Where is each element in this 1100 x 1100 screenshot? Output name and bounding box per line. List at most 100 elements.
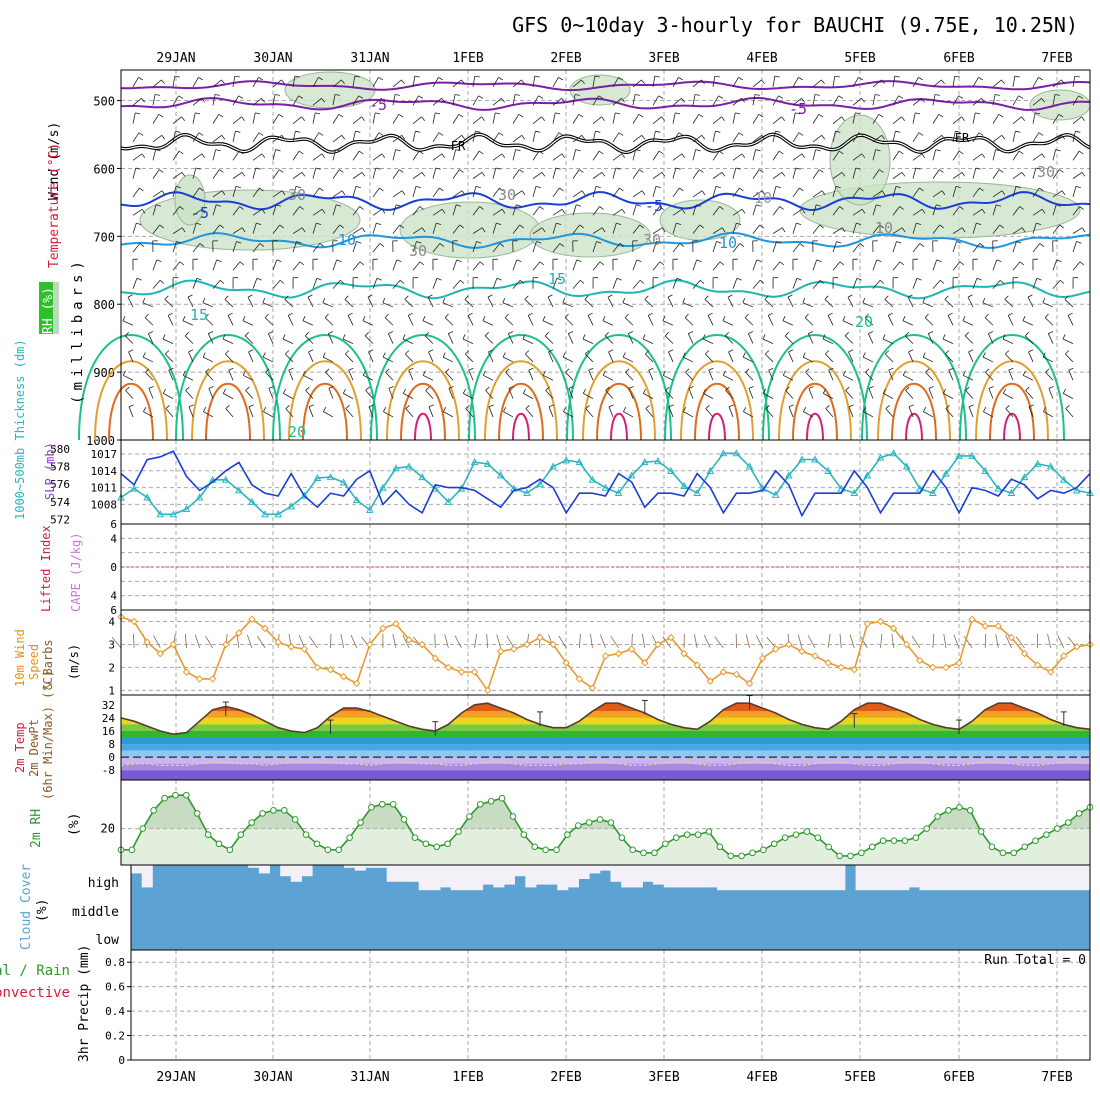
rh-line-marker — [172, 791, 179, 799]
wind-barb — [1052, 224, 1061, 234]
wind-barb-flag — [196, 222, 202, 225]
wind-barb — [712, 150, 720, 161]
wind-barb-10m — [184, 633, 187, 648]
wind-barb — [867, 333, 874, 344]
wind-barb — [452, 280, 461, 289]
wind-barb-flag — [318, 132, 324, 136]
wind-barb-flag — [315, 112, 321, 115]
wind-barb — [132, 222, 137, 234]
wind-barb-flag — [834, 75, 840, 78]
wind-barb — [292, 76, 296, 88]
rh-line-marker — [520, 831, 528, 838]
wind-barb — [132, 132, 140, 143]
rh-line-marker — [1043, 831, 1050, 838]
rh-line-marker — [694, 831, 702, 838]
wind-barb — [1044, 317, 1054, 326]
wind-barb-flag — [996, 259, 1002, 262]
ylabel-cloud-1: Cloud Cover — [19, 864, 34, 950]
wind-barb — [763, 393, 774, 399]
wind-barb-flag — [159, 224, 164, 229]
wind-barb-flag — [679, 243, 685, 247]
wind-barb-flag — [1014, 75, 1020, 78]
wind-barb — [192, 222, 197, 234]
wind-barb-flag — [1062, 334, 1066, 340]
thickness-tick-label: 576 — [50, 478, 70, 491]
wind-barb — [848, 351, 854, 363]
wind-barb — [852, 167, 857, 179]
contour-lobe — [191, 360, 265, 441]
cloud-high-gap — [685, 865, 697, 888]
wind-barb-flag — [688, 331, 694, 334]
thickness-line-marker — [339, 478, 348, 486]
wind-barb — [824, 299, 834, 308]
precip-tick-label: 0.8 — [105, 956, 125, 969]
wind-barb-flag — [435, 112, 441, 115]
wind-barb-flag — [762, 388, 766, 394]
wind-barb — [172, 116, 182, 124]
wind-barb-flag — [358, 150, 364, 155]
wind-barb-flag — [242, 370, 246, 376]
wind-barb-flag — [776, 241, 782, 244]
wind-barb-flag — [928, 386, 934, 389]
wind-barb-flag — [1043, 407, 1047, 412]
wind-barb-flag — [743, 407, 747, 412]
wind-barb — [585, 408, 594, 418]
wind-barb — [204, 317, 214, 326]
rh-line-marker — [444, 840, 451, 848]
contour-label: 10 — [719, 234, 737, 252]
thickness-line-marker — [915, 484, 924, 492]
wind-barb — [1072, 171, 1083, 179]
wind-barb-flag — [136, 277, 142, 281]
wind-barb — [452, 134, 462, 143]
wind-barb — [1065, 353, 1074, 363]
wind-barb-flag — [704, 295, 709, 300]
wind-barb-flag — [479, 206, 484, 210]
wind-barb — [264, 317, 274, 326]
wind-barb — [748, 388, 754, 399]
wind-barb — [592, 150, 600, 161]
wind-barb — [492, 222, 497, 234]
wind-barb — [332, 190, 343, 198]
wind-barb-flag — [142, 297, 146, 303]
wind-barb-flag — [581, 135, 586, 140]
wind-barb-flag — [601, 116, 606, 121]
wind-barb-10m — [340, 634, 345, 648]
wind-barb — [502, 302, 514, 308]
wind-barb-flag — [515, 149, 521, 152]
wind-barb — [832, 206, 840, 216]
wind-speed-line-marker — [863, 620, 872, 628]
wind-barb — [688, 388, 694, 399]
wind-barb — [392, 94, 396, 106]
rh-line-marker — [770, 840, 778, 848]
wind-barb-flag — [124, 332, 129, 337]
wind-barb — [292, 206, 300, 216]
wind-barb-flag — [1005, 405, 1010, 409]
wind-barb — [143, 411, 154, 418]
cloud-high-gap — [418, 865, 430, 891]
wind-barb-flag — [999, 224, 1004, 229]
wind-barb-10m — [995, 634, 999, 648]
wind-barb — [792, 167, 797, 179]
wind-barb — [152, 280, 161, 289]
wind-barb — [252, 77, 259, 88]
rh-line-marker — [379, 800, 386, 808]
thickness-tick-label: 574 — [50, 496, 70, 509]
wind-barb — [852, 243, 861, 253]
wind-barb — [165, 408, 174, 418]
wind-barb — [332, 79, 342, 88]
thickness-line-marker — [693, 489, 702, 497]
wind-barb — [512, 134, 522, 143]
wind-barb — [492, 243, 501, 253]
wind-barb-flag — [384, 313, 389, 318]
wind-barb — [442, 302, 454, 308]
contour-lobe — [386, 360, 460, 441]
wind-barb — [487, 296, 494, 308]
wind-barb — [652, 227, 663, 234]
wind-barb-flag — [487, 294, 493, 298]
wind-barb — [1032, 187, 1040, 198]
wind-speed-line-marker — [824, 659, 832, 667]
wind-barb-flag — [301, 172, 306, 177]
wind-barb-flag — [334, 94, 340, 96]
wind-barb — [592, 131, 596, 143]
wind-speed-line-marker — [745, 679, 754, 688]
